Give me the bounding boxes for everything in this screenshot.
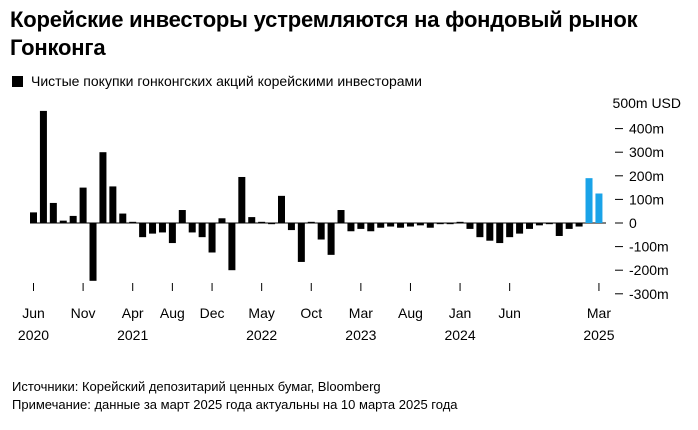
bar-2020-07 (39, 110, 47, 223)
source-note: Источники: Корейский депозитарий ценных … (12, 379, 381, 394)
bar-2024-10 (545, 223, 553, 225)
bar-2021-08 (168, 223, 176, 244)
bar-2021-11 (198, 223, 206, 238)
bar-2020-12 (89, 223, 97, 281)
bar-2023-04 (367, 223, 375, 232)
bar-2023-07 (397, 223, 405, 228)
bar-2024-07 (516, 223, 524, 234)
bar-2023-03 (357, 223, 365, 229)
bar-2024-02 (466, 223, 474, 229)
bar-2021-09 (178, 210, 186, 223)
x-tick-label: Oct (300, 305, 322, 321)
x-tick-label: Mar (587, 305, 611, 321)
legend: Чистые покупки гонконгских акций корейск… (12, 72, 422, 90)
bar-2022-04 (248, 217, 256, 223)
bar-2021-10 (188, 223, 196, 233)
footnote: Примечание: данные за март 2025 года акт… (12, 397, 458, 412)
y-tick-label: 100m (629, 191, 664, 207)
x-tick-label: Jun (22, 305, 45, 321)
x-year-label: 2020 (18, 327, 49, 343)
x-tick-label: Jun (498, 305, 521, 321)
bar-2024-05 (496, 223, 504, 244)
bar-2023-10 (426, 223, 434, 228)
bar-2021-07 (158, 223, 166, 233)
bar-2021-03 (119, 213, 127, 223)
legend-label: Чистые покупки гонконгских акций корейск… (31, 73, 422, 89)
y-tick-label: 300m (629, 144, 664, 160)
bar-2023-05 (377, 223, 385, 228)
y-tick-label: -100m (629, 239, 669, 255)
bar-2020-11 (79, 187, 87, 223)
bar-2024-12 (565, 223, 573, 229)
y-tick-label: -300m (629, 286, 669, 302)
bar-2020-09 (59, 220, 67, 223)
bar-2025-01 (575, 223, 583, 227)
bar-2024-01 (456, 221, 464, 223)
x-tick-label: Aug (160, 305, 185, 321)
chart-title: Корейские инвесторы устремляются на фонд… (10, 7, 638, 60)
bar-2022-08 (287, 223, 295, 231)
x-year-label: 2025 (583, 327, 614, 343)
bar-2023-02 (347, 223, 355, 232)
bar-2021-05 (139, 223, 147, 238)
x-tick-label: Mar (349, 305, 373, 321)
y-tick-label: 200m (629, 168, 664, 184)
x-tick-label: May (248, 305, 274, 321)
bar-2022-07 (278, 195, 285, 223)
bar-2025-03 (595, 193, 603, 223)
y-tick-label: 400m (629, 121, 664, 137)
x-tick-label: Nov (71, 305, 96, 321)
y-axis: 400m 300m 200m 100m 0 -100m -200m -300m (615, 121, 669, 302)
y-axis-unit: 500m USD (612, 95, 681, 111)
bar-2022-11 (317, 223, 325, 240)
bar-2022-01 (218, 218, 226, 223)
bar-2023-08 (406, 223, 414, 227)
x-tick-label: Dec (200, 305, 225, 321)
bar-2024-09 (535, 223, 543, 226)
bar-2024-04 (486, 223, 494, 241)
y-tick-label: -200m (629, 262, 669, 278)
y-tick-label: 0 (629, 215, 637, 231)
x-tick-label: Apr (122, 305, 144, 321)
bar-2024-11 (555, 223, 563, 236)
bar-2021-02 (109, 186, 117, 223)
bar-2021-04 (129, 221, 137, 223)
bar-2021-12 (208, 223, 216, 253)
bar-2023-01 (337, 210, 345, 223)
bar-2024-06 (506, 223, 514, 238)
bar-2020-06 (30, 212, 37, 223)
bar-2021-06 (149, 223, 157, 234)
x-tick-label: Jan (449, 305, 472, 321)
bar-2020-10 (69, 215, 77, 223)
bar-2022-12 (327, 223, 335, 255)
x-tick-label: Aug (398, 305, 423, 321)
bar-2022-02 (228, 223, 236, 271)
legend-swatch (12, 75, 23, 87)
bar-2025-02 (585, 178, 593, 223)
bar-2021-01 (99, 152, 107, 223)
bar-2023-12 (446, 223, 454, 225)
x-year-label: 2024 (444, 327, 475, 343)
bar-2024-03 (476, 223, 484, 238)
bar-2023-06 (387, 223, 395, 227)
bar-2022-05 (258, 221, 266, 223)
bar-2023-09 (416, 223, 424, 226)
x-year-label: 2023 (345, 327, 376, 343)
x-axis: Jun 2020 Nov Apr 2021 Aug Dec May 2022 Oct Mar 2023… (18, 283, 615, 343)
bar-2024-08 (526, 223, 533, 229)
bar-2022-06 (268, 223, 276, 225)
x-year-label: 2021 (117, 327, 148, 343)
x-year-label: 2022 (246, 327, 277, 343)
bar-2020-08 (49, 202, 57, 223)
bar-2022-09 (297, 223, 305, 262)
bar-2022-03 (238, 176, 246, 223)
bars-group (30, 110, 606, 281)
bar-2023-11 (436, 223, 444, 225)
bar-2022-10 (307, 221, 315, 223)
